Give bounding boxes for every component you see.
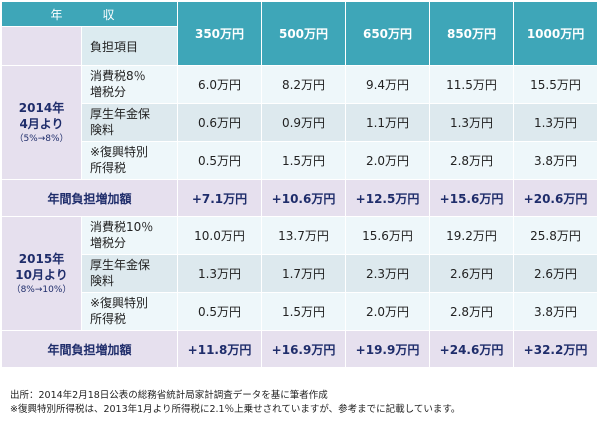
table-cell: 2.3万円 — [345, 254, 431, 293]
total-label: 年間負担増加額 — [0, 330, 179, 368]
income-350-header: 350万円 — [177, 1, 263, 66]
total-cell: +11.8万円 — [177, 330, 263, 368]
table-cell: 2.6万円 — [513, 254, 599, 293]
table-cell: 2.0万円 — [345, 292, 431, 331]
table-cell: 11.5万円 — [429, 65, 515, 104]
footnotes: 出所：2014年2月18日公表の総務省統計局家計調査データを基に筆者作成 ※復興… — [10, 389, 460, 417]
income-650-header: 650万円 — [345, 1, 431, 66]
source-note: 出所：2014年2月18日公表の総務省統計局家計調査データを基に筆者作成 — [10, 390, 328, 401]
period-month: 10月より — [15, 268, 68, 283]
table-cell: 10.0万円 — [177, 216, 263, 255]
table-cell: 1.5万円 — [261, 292, 347, 331]
table-cell: 13.7万円 — [261, 216, 347, 255]
table-cell: 0.5万円 — [177, 141, 263, 180]
period-year: 2015年 — [18, 252, 65, 267]
table-cell: 9.4万円 — [345, 65, 431, 104]
table-cell: 8.2万円 — [261, 65, 347, 104]
item-consumption-tax: 消費税8％ 増税分 — [80, 65, 179, 104]
total-cell: +20.6万円 — [513, 179, 599, 217]
item-pension: 厚生年金保 険料 — [80, 254, 179, 293]
remark-note: ※復興特別所得税は、2013年1月より所得税に2.1％上乗せされていますが、参考… — [10, 404, 461, 415]
item-reconstruction-tax: ※復興特別 所得税 — [80, 141, 179, 180]
total-cell: +15.6万円 — [429, 179, 515, 217]
table-cell: 2.8万円 — [429, 292, 515, 331]
period-rate: （5%→8%） — [14, 133, 69, 144]
total-cell: +10.6万円 — [261, 179, 347, 217]
table-cell: 3.8万円 — [513, 292, 599, 331]
table-cell: 0.6万円 — [177, 103, 263, 142]
total-label: 年間負担増加額 — [0, 179, 179, 217]
table-cell: 1.1万円 — [345, 103, 431, 142]
table-cell: 1.7万円 — [261, 254, 347, 293]
burden-table: 年 収 350万円 500万円 650万円 850万円 1000万円 負担項目 … — [0, 1, 599, 368]
table-cell: 1.3万円 — [513, 103, 599, 142]
table-cell: 15.6万円 — [345, 216, 431, 255]
period-2014-label: 2014年 4月より （5%→8%） — [1, 65, 82, 180]
item-reconstruction-tax: ※復興特別 所得税 — [80, 292, 179, 331]
table-cell: 6.0万円 — [177, 65, 263, 104]
period-year: 2014年 — [18, 101, 65, 116]
period-rate: （8%→10%） — [11, 284, 72, 295]
table-cell: 2.8万円 — [429, 141, 515, 180]
total-cell: +7.1万円 — [177, 179, 263, 217]
table-cell: 15.5万円 — [513, 65, 599, 104]
income-1000-header: 1000万円 — [513, 1, 599, 66]
table-cell: 3.8万円 — [513, 141, 599, 180]
table-cell: 0.5万円 — [177, 292, 263, 331]
total-cell: +32.2万円 — [513, 330, 599, 368]
table-cell: 1.3万円 — [429, 103, 515, 142]
table-cell: 0.9万円 — [261, 103, 347, 142]
table-cell: 2.0万円 — [345, 141, 431, 180]
table-cell: 2.6万円 — [429, 254, 515, 293]
corner-cell — [1, 26, 82, 66]
total-cell: +12.5万円 — [345, 179, 431, 217]
table-cell: 19.2万円 — [429, 216, 515, 255]
table-cell: 1.3万円 — [177, 254, 263, 293]
period-month: 4月より — [19, 117, 64, 132]
total-cell: +24.6万円 — [429, 330, 515, 368]
income-850-header: 850万円 — [429, 1, 515, 66]
income-header: 年 収 — [0, 1, 179, 27]
item-consumption-tax: 消費税10％ 増税分 — [80, 216, 179, 255]
item-pension: 厚生年金保 険料 — [80, 103, 179, 142]
income-500-header: 500万円 — [261, 1, 347, 66]
burden-item-header: 負担項目 — [80, 26, 179, 66]
table-cell: 25.8万円 — [513, 216, 599, 255]
total-cell: +19.9万円 — [345, 330, 431, 368]
period-2015-label: 2015年 10月より （8%→10%） — [1, 216, 82, 331]
total-cell: +16.9万円 — [261, 330, 347, 368]
table-cell: 1.5万円 — [261, 141, 347, 180]
